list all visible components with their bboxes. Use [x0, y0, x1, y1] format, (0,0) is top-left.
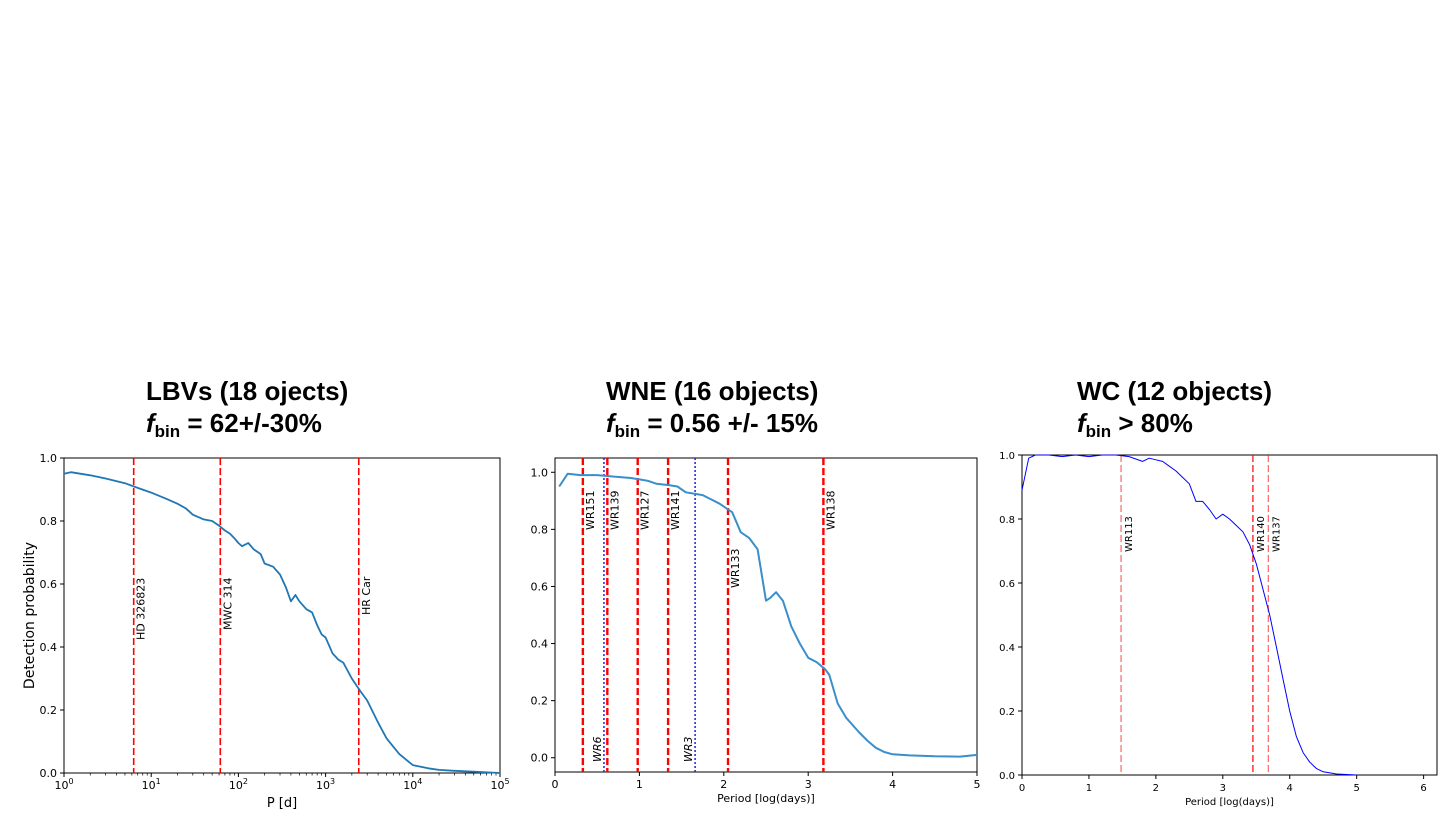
plot-frame: [63, 457, 501, 774]
panel2-fbin-value: = 0.56 +/- 15%: [640, 408, 818, 438]
vline-label: WR113: [1124, 516, 1135, 552]
x-tick-label: 5: [1353, 783, 1359, 794]
x-axis-label: P [d]: [267, 796, 297, 811]
panel1-fbin: fbin = 62+/-30%: [146, 407, 348, 448]
vline-label: WR133: [729, 548, 742, 588]
panel1-fbin-value: = 62+/-30%: [180, 408, 322, 438]
x-tick-label: 2: [720, 778, 727, 791]
y-tick-label: 1.0: [999, 451, 1015, 462]
vline-label: WR127: [639, 490, 652, 530]
x-tick-label: 5: [974, 778, 981, 791]
panel1-fbin-symbol: f: [146, 408, 155, 438]
x-tick-label: 3: [1220, 783, 1226, 794]
vline-label: WR3: [682, 736, 695, 762]
detection-curve: [558, 472, 978, 758]
x-tick-label: 6: [1420, 783, 1426, 794]
panel3-title-line1: WC (12 objects): [1077, 376, 1273, 406]
y-axis-label: Detection probability: [22, 542, 38, 689]
detection-curve: [63, 471, 501, 774]
x-tick-label: 104: [403, 777, 422, 792]
vline-label: WR151: [584, 490, 597, 530]
detection-curve: [1021, 454, 1357, 776]
y-tick-label: 0.2: [40, 704, 58, 717]
vline-label: WR6: [591, 736, 604, 762]
x-tick-label: 0: [1019, 783, 1025, 794]
plot-frame: [1021, 454, 1438, 776]
vline-label: WR137: [1271, 516, 1282, 552]
panel3-fbin-symbol: f: [1077, 408, 1086, 438]
x-tick-label: 4: [1287, 783, 1293, 794]
y-tick-label: 0.6: [40, 578, 58, 591]
chart-lbvs: 0.0 0.2 0.4 0.6 0.8 1.0 100 101 102 103 104 105 P [d…: [22, 452, 510, 811]
panel2-title: WNE (16 objects) fbin = 0.56 +/- 15%: [606, 375, 818, 448]
panel3-title: WC (12 objects) fbin > 80%: [1077, 375, 1272, 448]
x-tick-label: 1: [636, 778, 643, 791]
vline-label: WR140: [1256, 516, 1267, 552]
panel3-fbin-value: > 80%: [1111, 408, 1193, 438]
y-tick-label: 1.0: [40, 452, 58, 465]
y-tick-label: 0.2: [531, 695, 549, 708]
plot-frame: [554, 457, 978, 773]
panel3-fbin-sub: bin: [1085, 422, 1112, 441]
x-tick-label: 0: [552, 778, 559, 791]
panel1-title: LBVs (18 ojects) fbin = 62+/-30%: [146, 375, 348, 448]
y-tick-label: 0.0: [40, 767, 58, 780]
y-tick-label: 0.4: [531, 638, 549, 651]
x-tick-label: 103: [316, 777, 335, 792]
x-axis-label: Period [log(days)]: [717, 792, 815, 805]
y-tick-label: 0.4: [999, 643, 1015, 654]
panel3-fbin: fbin > 80%: [1077, 407, 1272, 448]
y-tick-label: 0.0: [999, 771, 1015, 782]
y-tick-label: 0.2: [999, 707, 1015, 718]
x-tick-label: 102: [229, 777, 248, 792]
x-tick-label: 100: [54, 777, 73, 792]
y-tick-label: 0.6: [999, 579, 1015, 590]
y-tick-label: 0.6: [531, 580, 549, 593]
x-tick-label: 105: [490, 777, 509, 792]
y-tick-label: 0.8: [999, 515, 1015, 526]
x-tick-label: 101: [142, 777, 161, 792]
vline-label: MWC 314: [221, 577, 234, 630]
vline-label: WR141: [669, 490, 682, 530]
vline-label: WR139: [608, 490, 621, 530]
chart-wne: 0.0 0.2 0.4 0.6 0.8 1.0 0 1 2 3 4 5 Period [log(days…: [531, 457, 981, 805]
panel1-fbin-sub: bin: [154, 422, 181, 441]
vline-label: HR Car: [360, 576, 373, 615]
vline-label: WR138: [824, 490, 837, 530]
x-axis-label: Period [log(days)]: [1185, 797, 1274, 808]
x-tick-label: 4: [889, 778, 896, 791]
x-tick-label: 3: [805, 778, 812, 791]
x-tick-label: 2: [1153, 783, 1159, 794]
panel1-title-line1: LBVs (18 ojects): [146, 376, 349, 406]
chart-wc: 0.0 0.2 0.4 0.6 0.8 1.0 0 1 2 3 4 5 6 Period [log(day…: [999, 451, 1438, 808]
y-tick-label: 0.8: [40, 515, 58, 528]
panel2-title-line1: WNE (16 objects): [606, 376, 819, 406]
panel2-fbin-sub: bin: [614, 422, 641, 441]
panel2-fbin-symbol: f: [606, 408, 615, 438]
vline-label: HD 326823: [135, 578, 148, 640]
y-tick-label: 0.4: [40, 641, 58, 654]
y-tick-label: 0.0: [531, 752, 549, 765]
panel2-fbin: fbin = 0.56 +/- 15%: [606, 407, 818, 448]
y-tick-label: 1.0: [531, 466, 549, 479]
x-tick-label: 1: [1086, 783, 1092, 794]
y-tick-label: 0.8: [531, 523, 549, 536]
